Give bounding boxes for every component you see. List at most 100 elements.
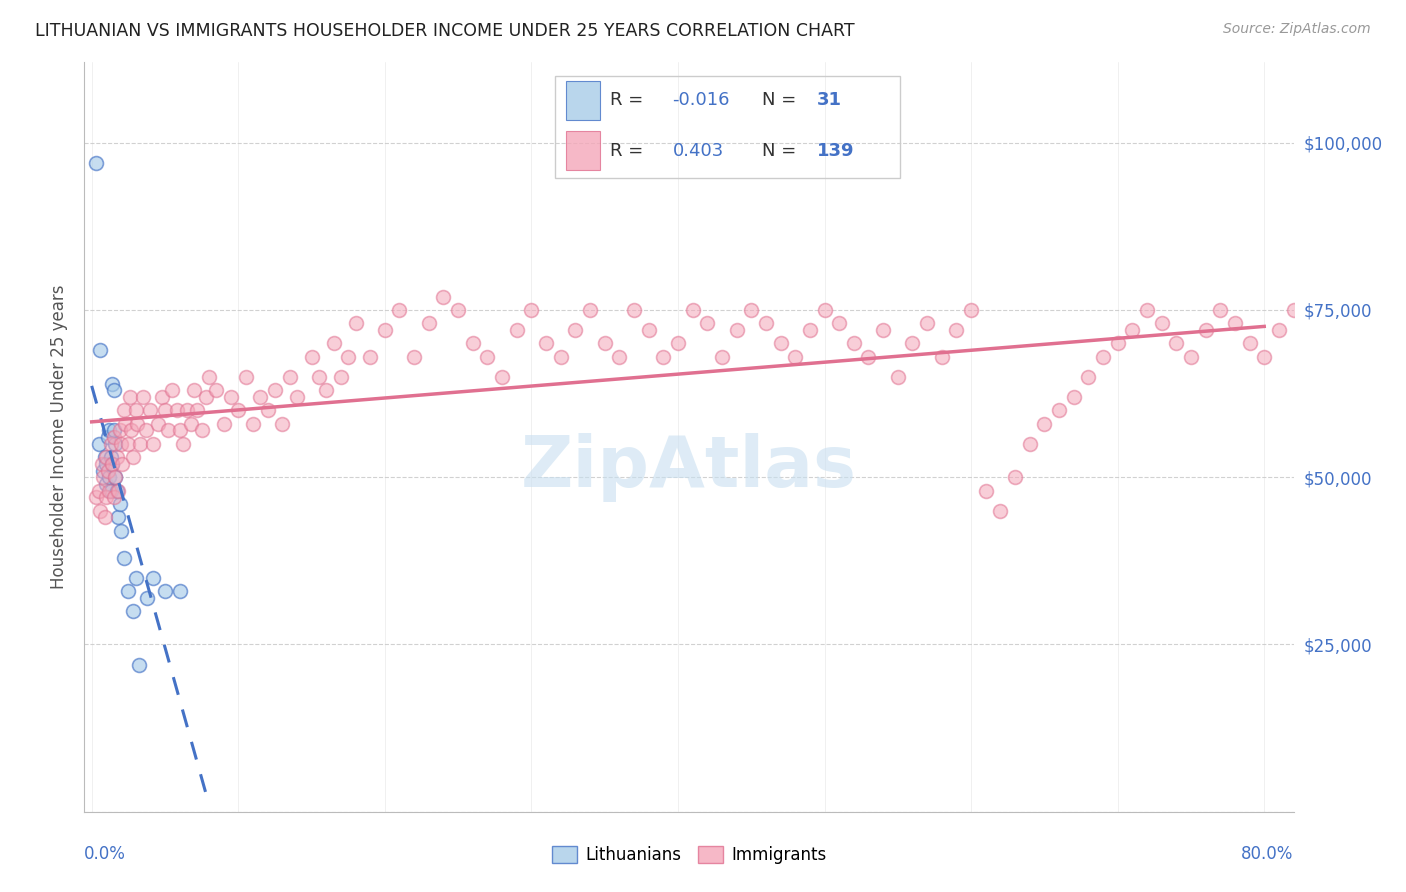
Point (785, 350, 807, 364)
Point (150, 390, 173, 404)
Point (506, 323, 529, 337)
Point (120, 423, 142, 437)
Point (111, 457, 134, 471)
Point (89, 503, 111, 517)
Point (1107, 336, 1129, 351)
Point (103, 384, 125, 398)
Text: 31: 31 (817, 92, 842, 110)
Point (1166, 336, 1188, 351)
Point (249, 390, 271, 404)
Point (534, 336, 557, 351)
Point (121, 450, 143, 464)
Point (593, 336, 616, 351)
Point (183, 384, 205, 398)
Point (94, 510, 117, 524)
Point (105, 450, 128, 464)
Point (98, 483, 121, 498)
Point (162, 384, 184, 398)
Point (301, 350, 323, 364)
Point (100, 483, 122, 498)
Point (166, 403, 188, 417)
Point (124, 403, 146, 417)
Point (1253, 350, 1275, 364)
Point (461, 336, 484, 351)
Point (96, 450, 118, 464)
Point (112, 550, 135, 565)
Point (100, 436, 122, 450)
Point (118, 390, 141, 404)
Point (447, 302, 470, 317)
Bar (565, 81, 600, 120)
Point (235, 369, 257, 384)
Point (1326, 350, 1348, 364)
Point (186, 403, 208, 417)
Point (172, 436, 194, 450)
Point (607, 350, 630, 364)
Point (226, 403, 249, 417)
Point (637, 323, 659, 337)
Point (1063, 390, 1085, 404)
Point (1282, 302, 1305, 317)
Point (96, 490, 118, 504)
Text: LITHUANIAN VS IMMIGRANTS HOUSEHOLDER INCOME UNDER 25 YEARS CORRELATION CHART: LITHUANIAN VS IMMIGRANTS HOUSEHOLDER INC… (35, 22, 855, 40)
Point (278, 369, 301, 384)
Point (256, 403, 278, 417)
Text: N =: N = (762, 142, 801, 160)
Point (491, 369, 513, 384)
Point (1018, 436, 1040, 450)
Point (520, 302, 543, 317)
Point (725, 323, 748, 337)
Point (153, 403, 176, 417)
Point (153, 583, 176, 598)
Point (169, 423, 191, 437)
Point (195, 390, 218, 404)
Point (128, 657, 150, 672)
Point (799, 323, 821, 337)
Point (710, 350, 733, 364)
Point (135, 423, 157, 437)
Point (1399, 350, 1406, 364)
Point (117, 583, 139, 598)
Point (142, 436, 165, 450)
Point (842, 336, 865, 351)
Point (858, 350, 880, 364)
Point (1194, 323, 1216, 337)
Text: -0.016: -0.016 (672, 92, 730, 110)
Text: Source: ZipAtlas.com: Source: ZipAtlas.com (1223, 22, 1371, 37)
Point (103, 430, 125, 444)
Text: 139: 139 (817, 142, 855, 160)
Point (418, 316, 440, 330)
Point (696, 316, 718, 330)
Point (142, 571, 165, 585)
Point (114, 417, 136, 431)
Point (84, 490, 107, 504)
Point (1047, 403, 1070, 417)
Point (180, 417, 202, 431)
Text: 0.0%: 0.0% (84, 846, 127, 863)
Point (89, 343, 111, 357)
Point (129, 436, 152, 450)
Point (901, 336, 924, 351)
Point (117, 436, 139, 450)
Point (579, 302, 602, 317)
Y-axis label: Householder Income Under 25 years: Householder Income Under 25 years (51, 285, 69, 590)
Point (682, 302, 704, 317)
Point (98, 423, 121, 437)
Point (1341, 323, 1364, 337)
Legend: Lithuanians, Immigrants: Lithuanians, Immigrants (546, 839, 832, 871)
Point (740, 302, 762, 317)
Point (945, 323, 967, 337)
Point (146, 417, 169, 431)
Point (108, 423, 131, 437)
Point (1136, 302, 1159, 317)
Point (205, 384, 228, 398)
Text: R =: R = (610, 92, 650, 110)
Point (190, 423, 212, 437)
Point (359, 350, 381, 364)
Point (156, 423, 179, 437)
Point (990, 503, 1012, 517)
Point (101, 457, 124, 471)
Point (219, 390, 242, 404)
Point (87, 436, 110, 450)
Point (1268, 323, 1291, 337)
